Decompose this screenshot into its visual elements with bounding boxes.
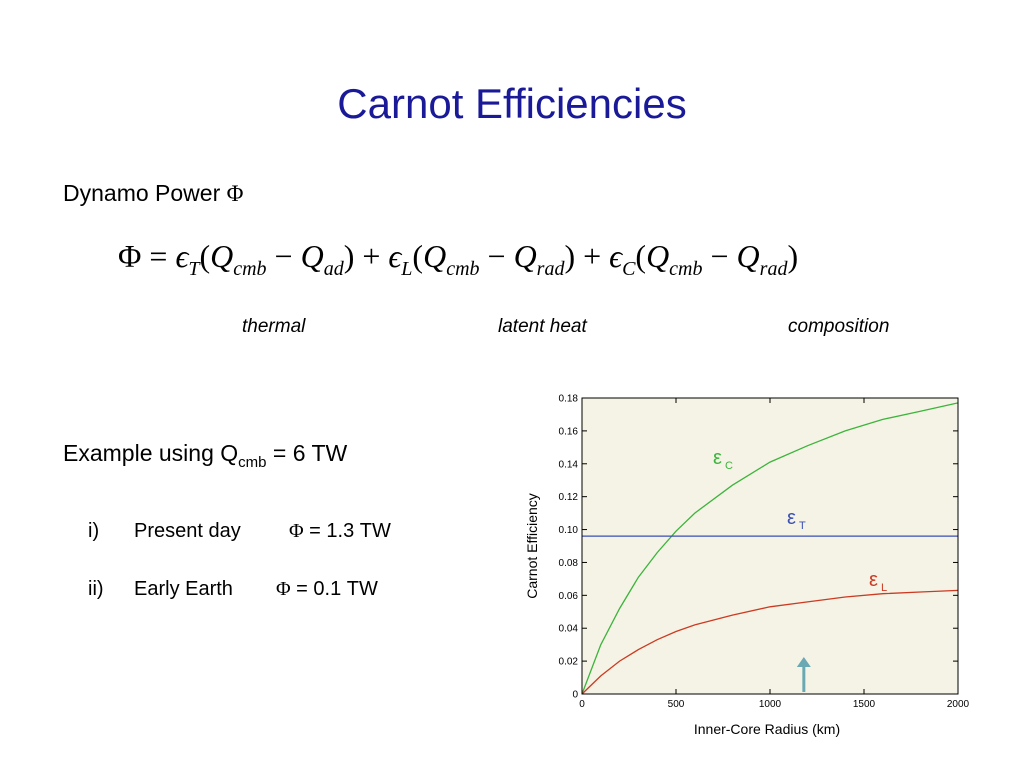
- dynamo-power-heading: Dynamo Power Φ: [63, 180, 243, 207]
- y-tick-label: 0: [572, 690, 578, 701]
- plot-area: [582, 398, 958, 694]
- slide-title: Carnot Efficiencies: [337, 80, 687, 127]
- list-item-number: i): [88, 520, 100, 542]
- plot-frame: [581, 397, 959, 695]
- x-tick-label: 1500: [853, 699, 876, 710]
- y-tick-label: 0.14: [559, 459, 579, 470]
- series-line-c: [581, 402, 959, 695]
- term-label-thermal: thermal: [242, 316, 306, 337]
- x-tick-label: 500: [668, 699, 685, 710]
- dynamo-power-equation: Φ = ϵT(Qcmb − Qad) + ϵL(Qcmb − Qrad) + ϵ…: [118, 238, 799, 280]
- series-label-subscript: L: [881, 582, 887, 594]
- term-label-latent-heat: latent heat: [498, 316, 587, 337]
- list-item-value: Φ = 1.3 TW: [289, 520, 391, 542]
- x-tick-label: 2000: [947, 699, 970, 710]
- y-tick-label: 0.10: [559, 525, 579, 536]
- arrow-head: [796, 657, 811, 667]
- list-item-text: Early Earth: [134, 578, 233, 600]
- series-label-t: ε: [787, 507, 796, 529]
- y-axis-label: Carnot Efficiency: [524, 493, 540, 599]
- y-tick-label: 0.04: [559, 624, 579, 635]
- series-label-c: ε: [713, 447, 722, 469]
- x-tick-label: 1000: [759, 699, 782, 710]
- y-tick-label: 0.16: [559, 426, 579, 437]
- term-label-composition: composition: [788, 316, 890, 337]
- series-label-subscript: T: [799, 520, 806, 532]
- series-label-subscript: C: [725, 460, 733, 472]
- x-tick-label: 0: [579, 699, 585, 710]
- y-tick-label: 0.06: [559, 591, 579, 602]
- series-label-l: ε: [869, 569, 878, 591]
- phi-symbol: Φ: [226, 181, 244, 206]
- list-item-number: ii): [88, 578, 104, 600]
- x-axis-label: Inner-Core Radius (km): [694, 721, 840, 737]
- list-item-value: Φ = 0.1 TW: [276, 578, 378, 600]
- y-tick-label: 0.08: [559, 558, 579, 569]
- y-tick-label: 0.02: [559, 657, 579, 668]
- y-tick-label: 0.12: [559, 492, 579, 503]
- list-item-text: Present day: [134, 520, 241, 542]
- example-heading: Example using Qcmb = 6 TW: [63, 440, 348, 471]
- series-line-l: [581, 589, 959, 695]
- y-tick-label: 0.18: [559, 394, 579, 405]
- dynamo-power-label: Dynamo Power: [63, 180, 221, 206]
